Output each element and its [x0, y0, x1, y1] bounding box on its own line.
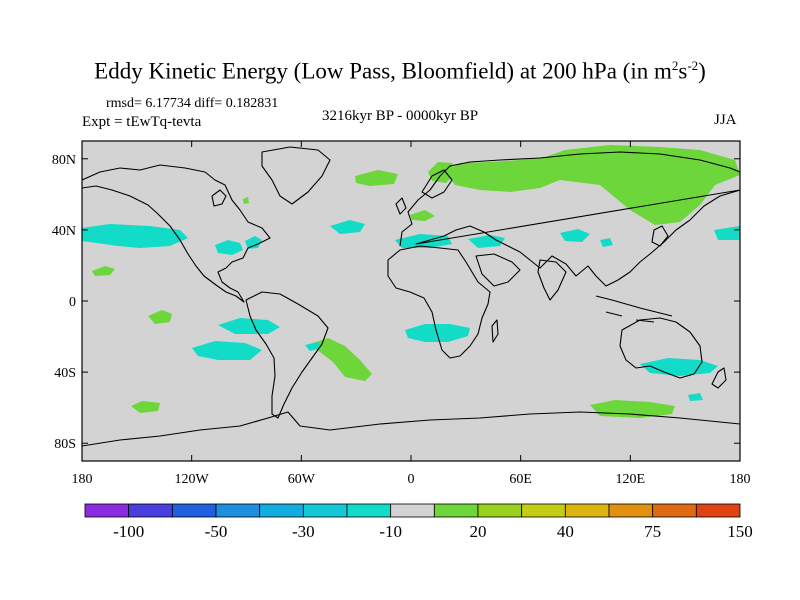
patch-north-pacific-negative [82, 224, 188, 248]
patch-north-pacific-positive [92, 266, 115, 276]
colorbar-label: 20 [470, 522, 487, 541]
colorbar-swatch [302, 503, 348, 518]
lon-tick-label: 0 [408, 472, 415, 487]
colorbar-swatch [652, 503, 697, 518]
colorbar-label: 40 [557, 522, 574, 541]
coastlines [82, 146, 740, 447]
coast-north-america [82, 164, 271, 303]
colorbar-swatch [171, 503, 217, 518]
patch-south-pacific-positive-2 [131, 401, 160, 413]
period-label: 3216kyr BP - 0000kyr BP [321, 108, 479, 124]
colorbar-swatch [521, 503, 566, 518]
patch-south-atlantic-negative [405, 324, 470, 342]
colorbar-label: 150 [727, 522, 753, 541]
patch-south-pacific-east-negative [688, 393, 703, 401]
coast-arabia [475, 253, 521, 287]
patch-central-pacific-south-negative [218, 318, 280, 334]
colorbar-swatch [695, 503, 741, 518]
patch-mediterranean-negative [468, 235, 505, 248]
lat-tick-label: 40S [54, 366, 76, 381]
colorbar-swatch [84, 503, 130, 518]
colorbar-swatch [433, 503, 479, 518]
season-label: JJA [714, 112, 737, 128]
plot-title: Eddy Kinetic Energy (Low Pass, Bloomfiel… [94, 58, 706, 84]
patch-siberia-positive [445, 145, 740, 225]
coast-india [537, 259, 567, 301]
patch-asia-negative [560, 229, 590, 242]
lon-tick-label: 120E [616, 472, 646, 487]
patch-mid-atlantic-negative [330, 220, 365, 234]
coast-greenland [261, 146, 331, 205]
colorbar: -100 -50 -30 -10 20 40 75 150 [84, 503, 753, 541]
colorbar-swatch [477, 503, 523, 518]
patch-south-atlantic-positive [310, 338, 372, 381]
coast-madagascar [491, 319, 499, 343]
coast-uk [395, 197, 407, 215]
patch-east-pacific-negative [714, 226, 740, 240]
colorbar-swatch [608, 503, 654, 518]
coast-eurasia [399, 151, 740, 287]
colorbar-swatch [259, 503, 304, 518]
patch-south-pacific-positive [148, 310, 172, 324]
patch-southeast-pacific-negative [192, 341, 262, 360]
coast-antarctica [82, 411, 740, 447]
colorbar-label: -30 [292, 522, 315, 541]
patch-south-pacific-patagonia-negative [305, 342, 322, 351]
latitude-axis: 80N 40N 0 40S 80S [52, 153, 740, 452]
lat-tick-label: 80N [52, 153, 76, 168]
patch-west-atlantic-negative [245, 236, 262, 249]
coast-japan [651, 225, 669, 247]
colorbar-swatch [215, 503, 261, 518]
lon-tick-label: 60E [509, 472, 532, 487]
coast-africa [387, 245, 491, 359]
colorbar-swatch [128, 503, 173, 518]
coast-hudson-bay [211, 189, 227, 207]
patch-australia-south-negative [640, 358, 718, 376]
colorbar-label: -100 [113, 522, 144, 541]
coast-scandinavia [421, 169, 453, 199]
patch-east-asia-negative [600, 238, 613, 247]
coast-australia [619, 317, 703, 379]
lat-tick-label: 40N [52, 224, 76, 239]
lat-tick-label: 80S [54, 437, 76, 452]
colorbar-swatch [390, 503, 435, 518]
experiment-label: Expt = tEwTq-tevta [82, 114, 202, 130]
lon-tick-label: 120W [175, 472, 210, 487]
coast-south-america [245, 291, 329, 419]
colorbar-label: 75 [644, 522, 661, 541]
colorbar-swatch [346, 503, 392, 518]
colorbar-swatch [564, 503, 610, 518]
lon-tick-label: 180 [730, 472, 751, 487]
coast-new-zealand [711, 367, 727, 389]
rmsd-diff-stats: rmsd= 6.17734 diff= 0.182831 [106, 96, 279, 111]
colorbar-label: -50 [205, 522, 228, 541]
colorbar-label: -10 [379, 522, 402, 541]
lat-tick-label: 0 [69, 295, 76, 310]
lon-tick-label: 180 [72, 472, 93, 487]
patch-north-atlantic-positive [355, 170, 398, 186]
patch-greenland-positive [243, 197, 249, 204]
longitude-axis: 180 120W 60W 0 60E 120E 180 [72, 141, 751, 487]
lon-tick-label: 60W [288, 472, 316, 487]
patch-europe-positive [410, 210, 435, 221]
patch-north-america-negative [215, 240, 243, 255]
